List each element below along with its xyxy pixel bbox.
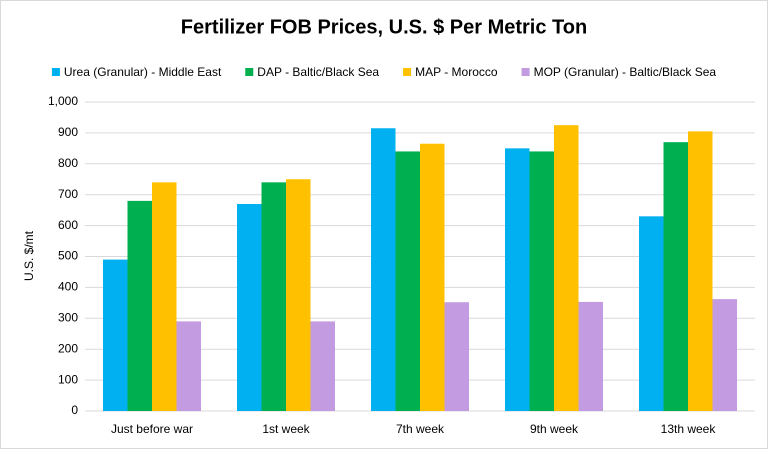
bar [127, 200, 152, 411]
bar [152, 182, 177, 411]
y-tick-label: 0 [71, 403, 78, 417]
bar [420, 143, 445, 411]
bar [395, 151, 420, 411]
legend-label: MOP (Granular) - Baltic/Black Sea [534, 65, 717, 79]
x-tick-label: 1st week [262, 422, 310, 436]
bar [712, 299, 737, 411]
bar [310, 321, 335, 411]
y-tick-label: 200 [58, 341, 78, 355]
bar [176, 321, 201, 411]
bar [261, 182, 286, 411]
y-tick-label: 500 [58, 249, 78, 263]
legend-swatch [403, 68, 412, 76]
bar [505, 148, 530, 411]
legend-label: Urea (Granular) - Middle East [64, 65, 222, 79]
bar [578, 301, 603, 411]
legend-swatch [51, 68, 60, 76]
y-axis-label: U.S. $/mt [22, 230, 36, 281]
y-tick-label: 600 [58, 218, 78, 232]
legend-swatch [521, 68, 530, 76]
x-tick-label: 9th week [530, 422, 579, 436]
y-tick-label: 700 [58, 187, 78, 201]
bar [237, 203, 262, 411]
y-tick-label: 1,000 [48, 94, 78, 108]
bar [103, 259, 128, 411]
y-tick-label: 800 [58, 156, 78, 170]
bar [639, 216, 664, 411]
legend-label: DAP - Baltic/Black Sea [257, 65, 379, 79]
y-tick-label: 100 [58, 372, 78, 386]
y-tick-label: 300 [58, 310, 78, 324]
y-tick-label: 900 [58, 125, 78, 139]
bar [529, 151, 554, 411]
legend-swatch [245, 68, 254, 76]
bar [688, 131, 713, 412]
x-tick-label: 13th week [661, 422, 717, 436]
y-tick-label: 400 [58, 280, 78, 294]
x-tick-label: 7th week [396, 422, 445, 436]
bar [286, 179, 311, 411]
x-tick-label: Just before war [111, 422, 193, 436]
bar [371, 128, 396, 411]
bar [444, 302, 469, 411]
bar [554, 125, 579, 412]
chart-title: Fertilizer FOB Prices, U.S. $ Per Metric… [181, 16, 587, 38]
bar [663, 142, 688, 412]
legend-label: MAP - Morocco [415, 65, 498, 79]
